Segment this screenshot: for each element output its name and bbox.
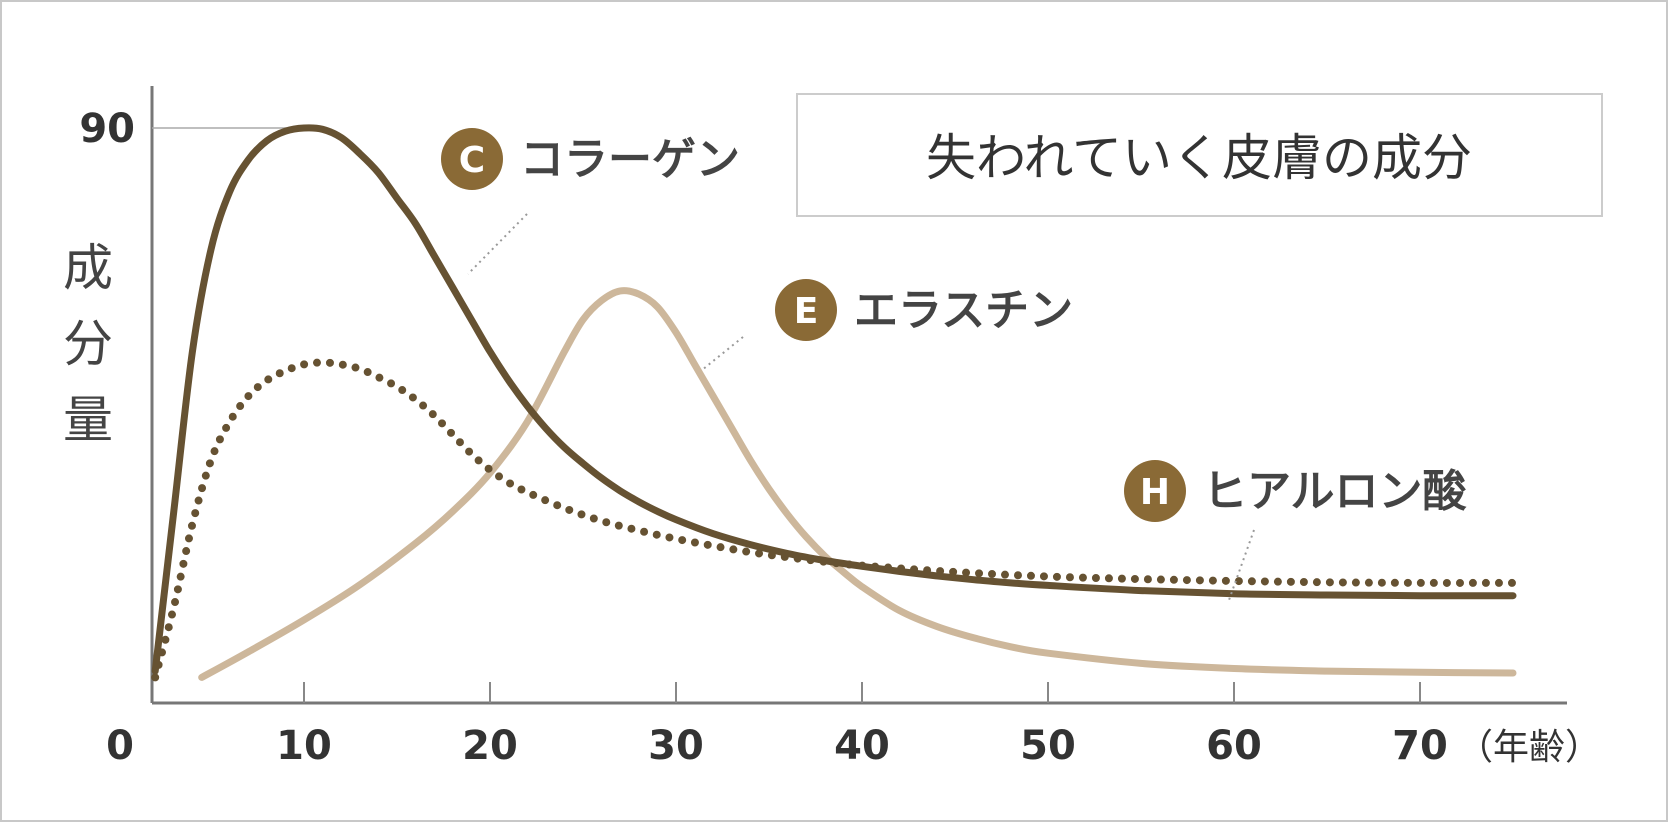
x-tick-label: 0 <box>106 723 134 769</box>
series-badge-letter: H <box>1140 472 1170 513</box>
series-leader-line <box>1228 529 1255 601</box>
series-badge-circle <box>441 128 503 190</box>
x-tick-label: 60 <box>1206 723 1262 769</box>
x-axis-unit-label: （年齢） <box>1457 727 1601 768</box>
y-tick-label: 90 <box>79 106 135 152</box>
series-leader-line <box>701 336 744 371</box>
series-line-e <box>198 287 1517 681</box>
series-name-label: ヒアルロン酸 <box>1203 466 1468 517</box>
series-badge-circle <box>1124 460 1186 522</box>
chart-title: 失われていく皮膚の成分 <box>926 129 1472 187</box>
x-tick-label: 70 <box>1392 723 1448 769</box>
series-annotations: C コラーゲン E エラスチン H ヒアルロン酸 <box>441 128 1468 601</box>
series-badge-letter: C <box>459 140 485 181</box>
x-tick-label: 30 <box>648 723 704 769</box>
x-tick-label: 10 <box>276 723 332 769</box>
x-tick-label: 50 <box>1020 723 1076 769</box>
series-badge-letter: E <box>794 291 819 332</box>
y-axis-label-char: 分 <box>63 315 113 373</box>
title-box-border <box>796 93 1603 217</box>
x-tick-label: 40 <box>834 723 890 769</box>
series-leader-line <box>467 213 528 275</box>
series-badge-circle <box>775 279 837 341</box>
series-layer <box>151 124 1517 682</box>
y-axis-label-char: 量 <box>63 391 113 449</box>
series-line-c <box>151 124 1517 675</box>
y-axis-label: 成分量 <box>63 239 113 449</box>
series-name-label: コラーゲン <box>520 134 740 185</box>
y-axis-label-char: 成 <box>63 239 113 297</box>
x-tick-label: 20 <box>462 723 518 769</box>
series-name-label: エラスチン <box>854 285 1073 336</box>
axis-ticks: 0 10 20 30 40 50 60 70 90 <box>79 106 1448 769</box>
series-line-h <box>151 358 1517 682</box>
chart-title-box: 失われていく皮膚の成分 <box>796 93 1603 217</box>
